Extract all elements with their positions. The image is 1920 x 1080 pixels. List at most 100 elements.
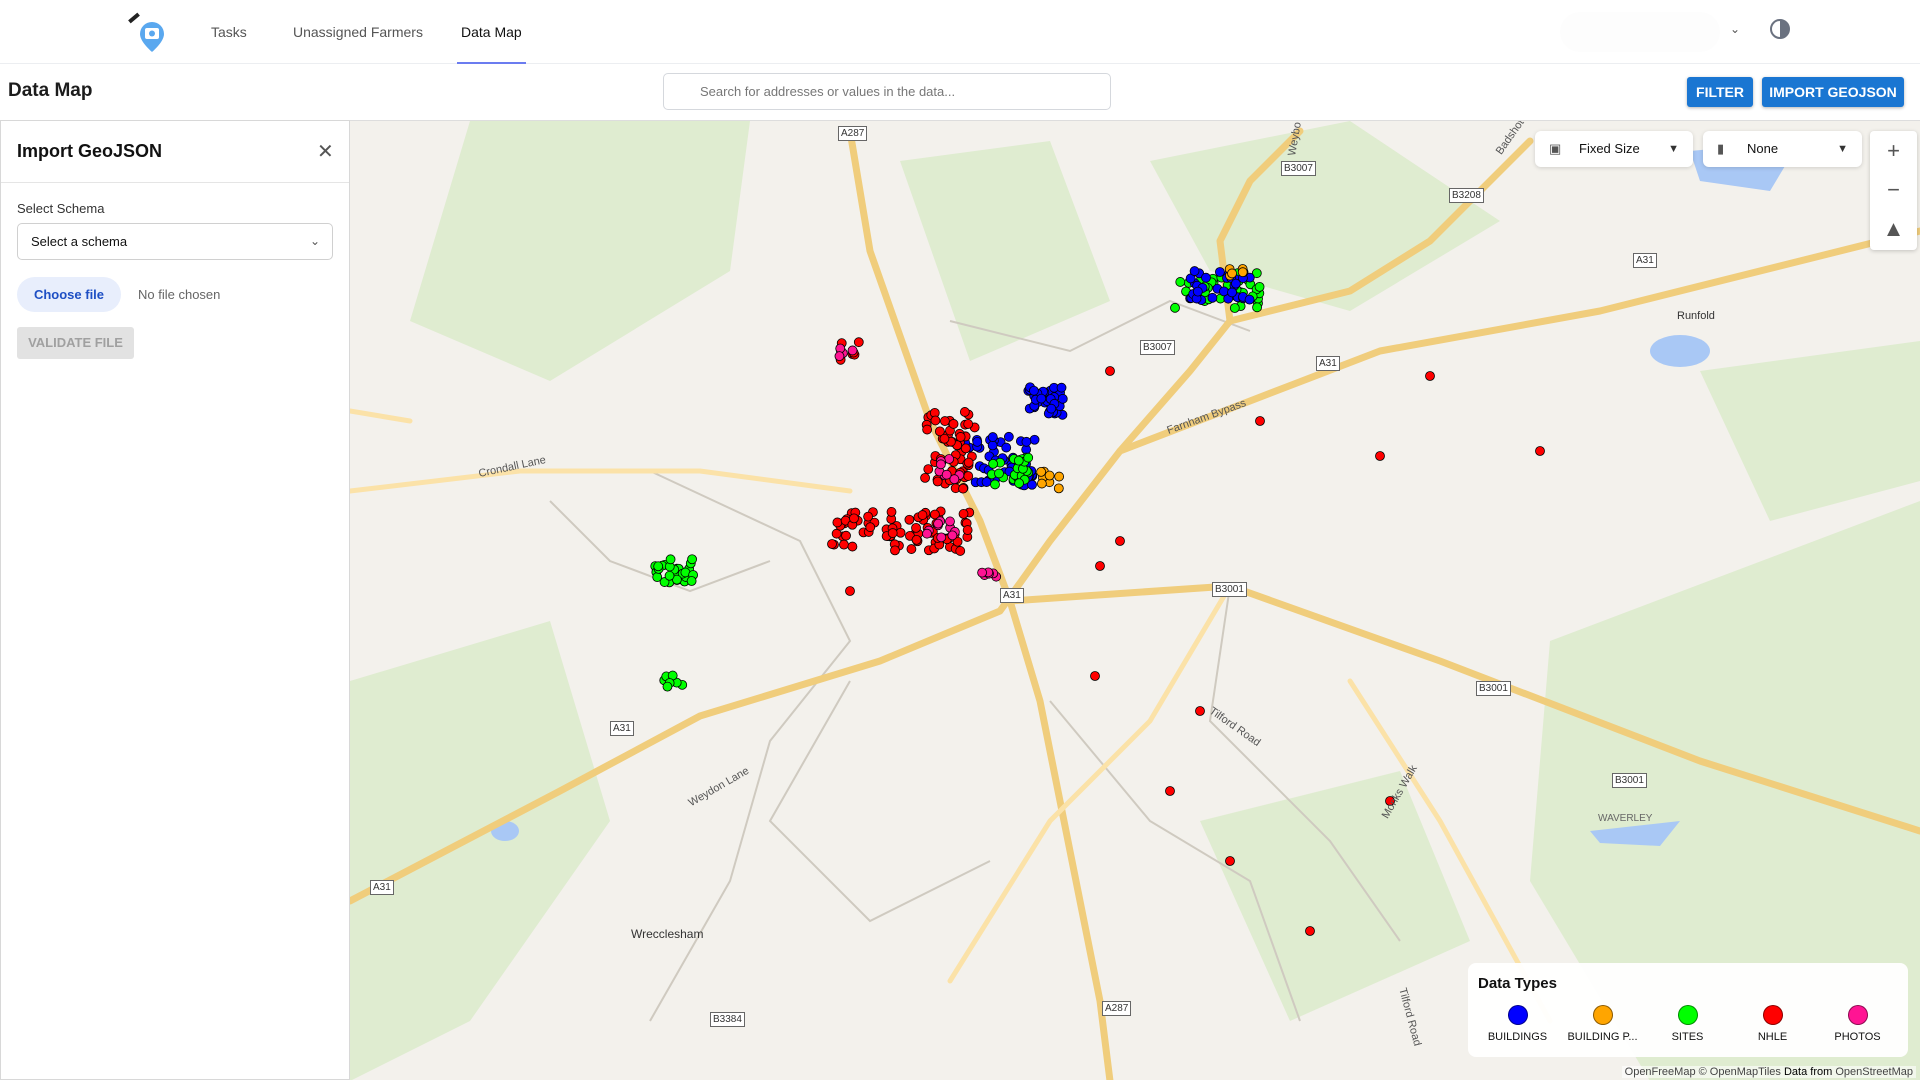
data-point[interactable] [941,469,952,480]
data-point[interactable] [1095,561,1105,571]
schema-select[interactable]: Select a schema ⌄ [17,223,333,260]
app-logo-icon[interactable] [126,12,170,54]
data-point[interactable] [1252,302,1262,313]
data-point[interactable] [923,464,934,475]
data-point[interactable] [922,528,932,539]
data-point[interactable] [1244,294,1255,305]
data-point[interactable] [687,554,697,565]
data-point[interactable] [960,443,971,454]
user-menu[interactable] [1560,12,1720,52]
data-point[interactable] [847,345,858,356]
data-point[interactable] [1195,706,1205,716]
data-point[interactable] [652,572,663,583]
chevron-down-icon[interactable]: ⌄ [1730,22,1741,36]
data-point[interactable] [653,561,664,572]
data-point[interactable] [963,419,974,429]
tab-data-map[interactable]: Data Map [457,0,526,64]
data-point[interactable] [945,516,955,527]
tab-tasks[interactable]: Tasks [211,24,247,40]
data-point[interactable] [1044,470,1055,481]
data-point[interactable] [939,433,950,444]
data-point[interactable] [662,681,673,692]
data-point[interactable] [827,539,837,549]
data-point[interactable] [958,509,969,519]
data-point[interactable] [847,541,858,552]
data-point[interactable] [839,539,849,550]
legend-item-nhle[interactable]: NHLE [1730,1005,1815,1043]
data-point[interactable] [944,454,955,464]
data-point[interactable] [890,545,900,556]
data-point[interactable] [686,576,697,586]
data-point[interactable] [1054,471,1065,482]
data-point[interactable] [959,407,970,417]
data-point[interactable] [933,518,943,529]
zoom-out-icon[interactable]: − [1887,177,1900,202]
data-point[interactable] [917,510,928,520]
data-point[interactable] [994,468,1004,479]
theme-toggle-icon[interactable] [1770,19,1790,39]
data-point[interactable] [972,436,983,447]
data-point[interactable] [987,432,998,442]
data-point[interactable] [1305,926,1315,936]
data-point[interactable] [947,530,958,541]
legend-item-sites[interactable]: SITES [1645,1005,1730,1043]
data-point[interactable] [988,458,998,469]
chart-mode-select[interactable]: ▮ None ▼ [1703,131,1862,167]
data-point[interactable] [990,479,1000,490]
legend-item-photos[interactable]: PHOTOS [1815,1005,1900,1043]
data-point[interactable] [1425,371,1435,381]
data-point[interactable] [920,472,930,483]
data-point[interactable] [831,528,842,539]
data-point[interactable] [952,536,963,547]
data-point[interactable] [1230,278,1241,289]
data-point[interactable] [922,424,933,435]
data-point[interactable] [865,522,876,533]
data-point[interactable] [849,513,859,524]
legend-item-buildings[interactable]: BUILDINGS [1475,1005,1560,1043]
data-point[interactable] [841,530,851,541]
data-point[interactable] [887,528,898,538]
data-point[interactable] [955,546,966,556]
data-point[interactable] [1214,267,1225,277]
data-point[interactable] [935,459,946,470]
close-icon[interactable]: ✕ [317,141,334,163]
data-point[interactable] [1115,536,1125,546]
data-point[interactable] [1003,431,1014,442]
data-point[interactable] [948,419,959,429]
data-point[interactable] [665,554,676,565]
data-point[interactable] [940,416,950,426]
data-point[interactable] [1001,442,1012,453]
attribution-link[interactable]: OpenFreeMap © OpenMapTiles [1624,1066,1781,1078]
data-point[interactable] [1046,403,1057,414]
data-point[interactable] [1029,385,1039,396]
data-point[interactable] [863,511,874,522]
import-geojson-button[interactable]: IMPORT GEOJSON [1762,77,1904,107]
data-point[interactable] [1255,416,1265,426]
data-point[interactable] [1105,366,1115,376]
data-point[interactable] [932,476,943,487]
data-point[interactable] [1165,786,1175,796]
data-point[interactable] [1090,671,1100,681]
zoom-in-icon[interactable]: + [1887,138,1900,163]
data-point[interactable] [955,432,966,442]
data-point[interactable] [1201,272,1211,283]
data-point[interactable] [1227,287,1237,298]
data-point[interactable] [981,477,992,487]
data-point[interactable] [1036,393,1047,404]
data-point[interactable] [834,351,845,362]
legend-item-building-p[interactable]: BUILDING P... [1560,1005,1645,1043]
data-point[interactable] [1057,393,1068,404]
data-point[interactable] [1237,267,1248,278]
map-canvas[interactable]: A287 B3007 B3208 A31 B3007 A31 A31 B3001… [350,120,1920,1080]
data-point[interactable] [1053,483,1064,494]
data-point[interactable] [1013,455,1024,466]
data-point[interactable] [949,474,960,485]
data-point[interactable] [1535,446,1545,456]
compass-icon[interactable]: ▲ [1882,216,1905,241]
data-point[interactable] [934,426,945,437]
data-point[interactable] [1021,436,1032,447]
search-input[interactable]: Search for addresses or values in the da… [663,73,1111,110]
data-point[interactable] [1027,479,1037,490]
data-point[interactable] [987,440,998,451]
data-point[interactable] [1029,434,1040,445]
